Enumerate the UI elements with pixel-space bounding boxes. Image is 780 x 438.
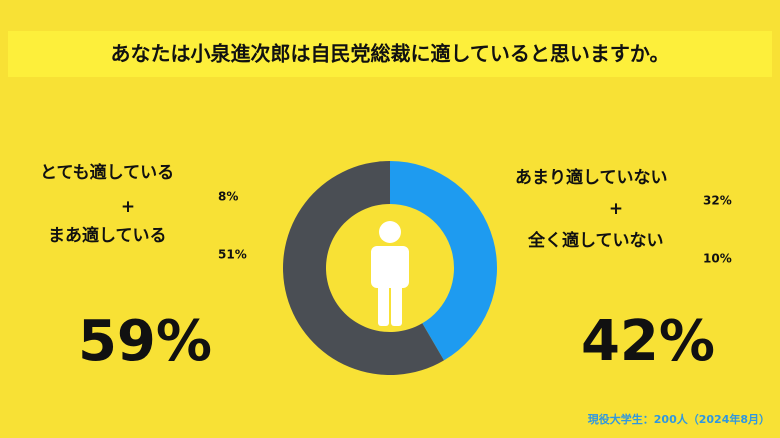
total-label: 59% — [78, 309, 212, 374]
footnote: 現役大学生：200人（2024年8月） — [588, 412, 770, 426]
plus: + — [121, 197, 135, 217]
total-label: 42% — [581, 309, 715, 374]
donut — [282, 161, 497, 375]
donut-segment — [282, 161, 444, 375]
label: あまり適していない — [515, 167, 668, 188]
plus: + — [609, 199, 623, 219]
donut-segment — [390, 161, 497, 361]
title: あなたは小泉進次郎は自民党総裁に適していると思いますか。 — [111, 42, 670, 66]
label: とても適している — [40, 162, 174, 183]
title-band — [8, 31, 772, 77]
value-label: 51% — [218, 248, 247, 262]
person-icon — [371, 221, 409, 326]
label: まあ適している — [48, 225, 167, 246]
label: 全く適していない — [527, 230, 664, 251]
value-label: 32% — [703, 194, 732, 208]
value-label: 10% — [703, 252, 732, 266]
value-label: 8% — [218, 190, 238, 204]
